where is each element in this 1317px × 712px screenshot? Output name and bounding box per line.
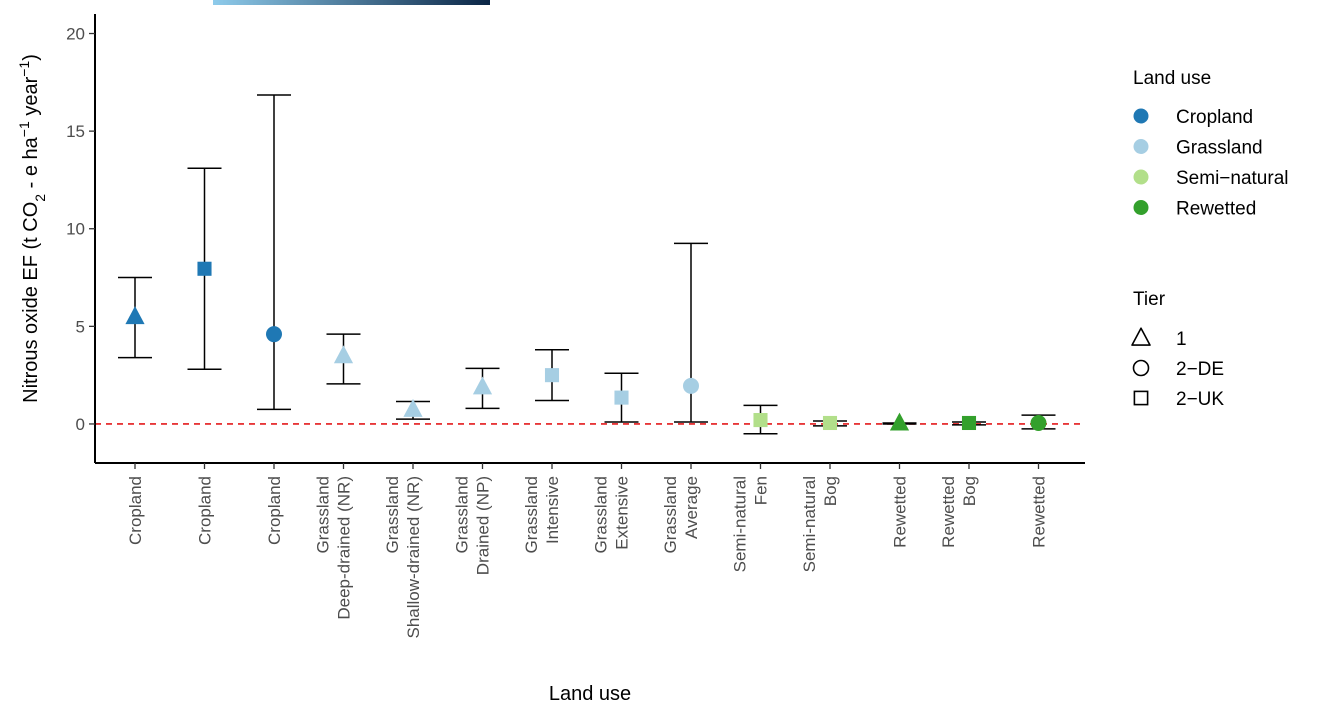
x-tick-label-5-line-1: Grassland xyxy=(383,476,402,553)
x-tick-label-7-line-2: Intensive xyxy=(543,476,562,544)
data-point-2 xyxy=(197,261,212,276)
legend-tier-label-1: 1 xyxy=(1176,329,1187,350)
data-point-9 xyxy=(683,377,699,394)
legend-land-use-label-3: Semi−natural xyxy=(1176,168,1288,189)
legend-land-use-label-1: Cropland xyxy=(1176,107,1253,128)
legend-tier-title: Tier xyxy=(1133,289,1166,310)
x-tick-label-4-line-1: Grassland xyxy=(314,476,333,553)
data-point-4 xyxy=(333,345,354,364)
legend-land-use-label-2: Grassland xyxy=(1176,138,1263,159)
y-axis-title-part-7: ) xyxy=(20,54,42,61)
legend-land-use-title: Land use xyxy=(1133,68,1211,89)
y-axis-title-part-3: - e ha xyxy=(20,136,42,194)
data-point-10 xyxy=(753,413,768,428)
data-point-5 xyxy=(403,398,423,417)
x-tick-label-8-line-2: Extensive xyxy=(613,476,632,550)
y-axis-title-part-2: 2 xyxy=(32,194,48,202)
legend-land-use-key-2 xyxy=(1133,139,1149,154)
x-tick-label-4-line-2: Deep-drained (NR) xyxy=(335,476,354,620)
y-axis-title-part-4: −1 xyxy=(16,121,32,137)
data-point-11 xyxy=(822,415,838,431)
x-tick-label-11-line-1: Semi-natural xyxy=(800,476,819,572)
x-tick-label-6-line-1: Grassland xyxy=(453,476,472,553)
y-axis-title-part-5: year xyxy=(20,76,42,121)
data-point-14 xyxy=(1030,414,1047,431)
legend: Land use Cropland Grassland Semi−natural Rew… xyxy=(1131,68,1288,410)
y-tick-label-20: 20 xyxy=(66,25,85,44)
x-tick-label-13-line-1: Rewetted xyxy=(939,476,958,548)
x-tick-label-3-line-1: Cropland xyxy=(265,476,284,545)
legend-land-use-key-1 xyxy=(1133,108,1149,124)
data-point-6 xyxy=(472,376,493,395)
x-tick-label-12-line-1: Rewetted xyxy=(891,476,910,548)
x-tick-label-9-line-1: Grassland xyxy=(661,476,680,553)
colorbar-strip xyxy=(213,0,490,5)
data-point-13 xyxy=(961,415,977,431)
x-tick-label-13-line-2: Bog xyxy=(960,476,979,506)
x-tick-label-8-line-1: Grassland xyxy=(592,476,611,553)
x-tick-label-14-line-1: Rewetted xyxy=(1030,476,1049,548)
y-tick-label-5: 5 xyxy=(76,317,85,336)
x-tick-label-6-line-2: Drained (NP) xyxy=(474,476,493,575)
y-axis-title-part-1: Nitrous oxide EF (t CO xyxy=(20,202,42,403)
data-point-1 xyxy=(125,306,145,325)
x-tick-label-10-line-2: Fen xyxy=(752,476,771,505)
y-axis-title-part-6: −1 xyxy=(16,61,32,77)
legend-land-use-key-3 xyxy=(1133,169,1149,185)
legend-land-use-key-4 xyxy=(1133,200,1149,215)
x-tick-label-7-line-1: Grassland xyxy=(522,476,541,553)
y-tick-label-15: 15 xyxy=(66,122,85,141)
data-point-3 xyxy=(266,326,282,343)
x-tick-label-5-line-2: Shallow-drained (NR) xyxy=(404,476,423,639)
legend-tier-label-2: 2−DE xyxy=(1176,359,1224,380)
x-tick-label-10-line-1: Semi-natural xyxy=(731,476,750,572)
plot-area xyxy=(95,94,1085,435)
legend-tier-key-1 xyxy=(1131,327,1151,346)
legend-tier-key-2 xyxy=(1132,359,1150,377)
data-point-8 xyxy=(614,390,629,405)
legend-tier-label-3: 2−UK xyxy=(1176,389,1224,410)
legend-tier-key-3 xyxy=(1133,390,1149,406)
y-tick-label-10: 10 xyxy=(66,220,85,239)
x-tick-label-9-line-2: Average xyxy=(682,476,701,539)
y-tick-label-0: 0 xyxy=(76,415,85,434)
x-tick-label-2-line-1: Cropland xyxy=(196,476,215,545)
x-axis-title: Land use xyxy=(549,683,631,705)
x-tick-label-11-line-2: Bog xyxy=(821,476,840,506)
y-axis-title: Nitrous oxide EF (t CO2 - e ha−1 year−1) xyxy=(16,54,48,403)
x-tick-label-1-line-1: Cropland xyxy=(126,476,145,545)
data-point-12 xyxy=(889,412,910,431)
axes: 0 5 10 15 20 Cropland Cropland Cropland Grasslan… xyxy=(16,14,1085,705)
data-point-7 xyxy=(544,368,560,383)
legend-land-use-label-4: Rewetted xyxy=(1176,199,1256,220)
